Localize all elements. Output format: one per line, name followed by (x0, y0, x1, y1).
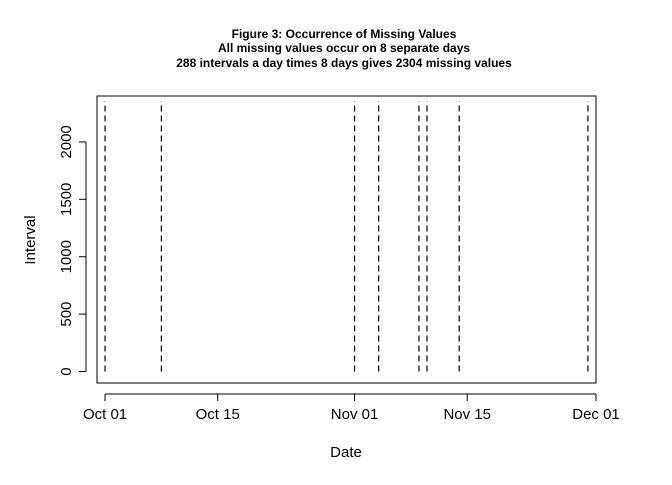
x-axis-label: Date (330, 444, 362, 461)
y-tick-label: 2000 (58, 125, 75, 158)
x-tick-label: Oct 15 (196, 406, 240, 423)
chart-title: Figure 3: Occurrence of Missing Values (232, 27, 457, 41)
chart-subtitle-line-2: 288 intervals a day times 8 days gives 2… (176, 56, 512, 70)
y-tick-label: 1000 (58, 240, 75, 273)
x-tick-label: Nov 15 (443, 406, 491, 423)
x-tick-label: Nov 01 (331, 406, 379, 423)
y-axis-label: Interval (22, 215, 39, 264)
plot-frame (96, 95, 597, 384)
x-tick-label: Dec 01 (572, 406, 620, 423)
x-tick-label: Oct 01 (83, 406, 127, 423)
y-tick-label: 500 (58, 302, 75, 327)
y-axis: 0 500 1000 1500 2000 (58, 125, 87, 376)
y-tick-label: 1500 (58, 183, 75, 216)
x-axis: Oct 01 Oct 15 Nov 01 Nov 15 Dec 01 (83, 393, 620, 423)
chart-subtitle-line-1: All missing values occur on 8 separate d… (218, 41, 470, 55)
y-tick-label: 0 (58, 367, 75, 375)
missing-day-lines (104, 101, 589, 372)
